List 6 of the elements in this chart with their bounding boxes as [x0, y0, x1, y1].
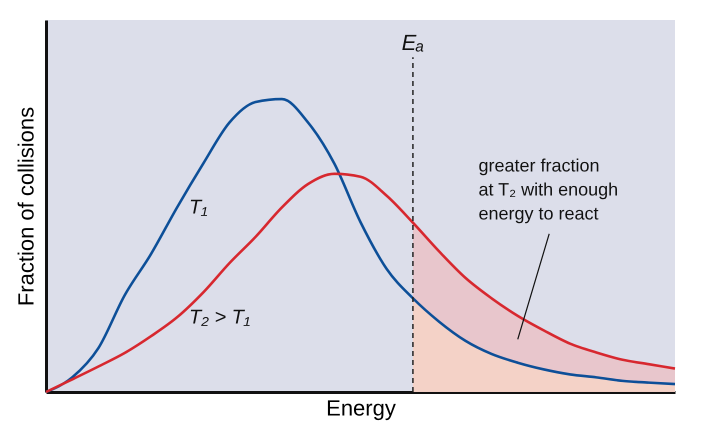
text: Eₐ — [402, 30, 424, 56]
y-axis-title: Fraction of collisions — [14, 106, 38, 306]
annotation: greater fraction at T₂ with enough energy to react — [478, 156, 618, 224]
series-label: T₂ > T₁ — [189, 306, 250, 328]
x-axis-title: Energy — [326, 396, 396, 420]
series-label: T₁ — [189, 196, 208, 218]
